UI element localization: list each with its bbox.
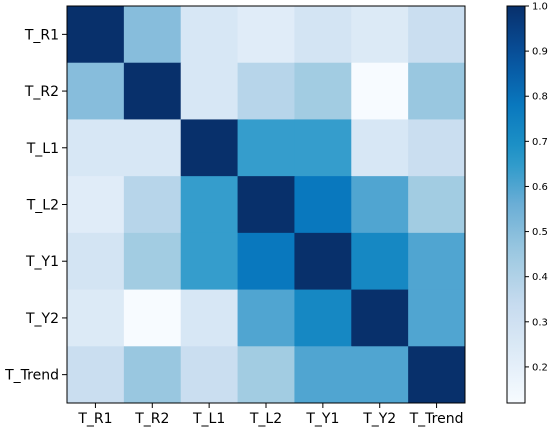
heatmap-cell bbox=[180, 62, 239, 120]
heatmap-cell bbox=[351, 176, 409, 234]
y-tick-label: T_L2 bbox=[26, 198, 59, 214]
heatmap-cell bbox=[180, 289, 239, 347]
heatmap-cell bbox=[67, 346, 125, 404]
colorbar-tick-label: 0.9 bbox=[532, 47, 548, 58]
heatmap-cell bbox=[180, 346, 239, 404]
colorbar-tick-label: 0.8 bbox=[532, 92, 548, 103]
heatmap-cell bbox=[408, 6, 466, 64]
x-tick-label: T_R2 bbox=[134, 411, 169, 427]
heatmap-cell bbox=[180, 232, 239, 291]
x-tick-label: T_Y2 bbox=[362, 411, 396, 427]
colorbar-tick-label: 0.2 bbox=[532, 362, 548, 373]
colorbar bbox=[506, 5, 526, 404]
heatmap-cell bbox=[408, 62, 466, 120]
y-tick-label: T_R2 bbox=[24, 84, 59, 100]
colorbar-tick-label: 1.0 bbox=[532, 2, 548, 13]
heatmap-cell bbox=[351, 289, 409, 347]
colorbar-tick-label: 0.7 bbox=[532, 137, 548, 148]
heatmap-cell bbox=[408, 119, 466, 177]
x-tick-label: T_R1 bbox=[77, 411, 112, 427]
heatmap-cell bbox=[123, 346, 182, 404]
x-tick-label: T_L2 bbox=[249, 411, 282, 427]
y-tick-label: T_Y2 bbox=[25, 311, 59, 327]
heatmap-cell bbox=[123, 119, 182, 177]
heatmap-cell bbox=[294, 176, 352, 234]
colorbar-tick-label: 0.5 bbox=[532, 227, 548, 238]
y-tick-label: T_L1 bbox=[26, 141, 59, 157]
heatmap-cell bbox=[180, 119, 239, 177]
heatmap-cell bbox=[294, 346, 352, 404]
heatmap-cell bbox=[67, 119, 125, 177]
heatmap-cell bbox=[123, 176, 182, 234]
y-tick-label: T_R1 bbox=[24, 27, 59, 43]
heatmap-cell bbox=[67, 6, 125, 64]
colorbar-tick-label: 0.4 bbox=[532, 272, 548, 283]
heatmap-cell bbox=[123, 289, 182, 347]
heatmap-cell bbox=[67, 62, 125, 120]
heatmap-cell bbox=[67, 289, 125, 347]
heatmap-cell bbox=[67, 232, 125, 291]
heatmap-cell bbox=[123, 6, 182, 64]
heatmap-cell bbox=[237, 62, 295, 120]
heatmap-cell bbox=[408, 289, 466, 347]
y-axis-ticks: T_R1 T_R2 T_L1 T_L2 T_Y1 T_Y2 T_Trend bbox=[4, 27, 67, 384]
heatmap-cell bbox=[180, 6, 239, 64]
heatmap-cell bbox=[180, 176, 239, 234]
heatmap-cell bbox=[294, 119, 352, 177]
heatmap-cell bbox=[237, 6, 295, 64]
heatmap-cell bbox=[123, 232, 182, 291]
heatmap-cell bbox=[294, 289, 352, 347]
heatmap-cell bbox=[351, 6, 409, 64]
heatmap-cell bbox=[408, 232, 466, 291]
heatmap-cell bbox=[408, 176, 466, 234]
y-tick-label: T_Y1 bbox=[25, 254, 59, 270]
x-tick-label: T_L1 bbox=[192, 411, 225, 427]
x-axis-ticks: T_R1 T_R2 T_L1 T_L2 T_Y1 T_Y2 T_Trend bbox=[77, 403, 464, 427]
heatmap-cell bbox=[237, 289, 295, 347]
colorbar-tick-label: 0.3 bbox=[532, 317, 548, 328]
heatmap-cell bbox=[294, 6, 352, 64]
heatmap-cells bbox=[67, 6, 466, 404]
heatmap-cell bbox=[351, 62, 409, 120]
heatmap-cell bbox=[408, 346, 466, 404]
heatmap-cell bbox=[351, 346, 409, 404]
heatmap-cell bbox=[237, 346, 295, 404]
x-tick-label: T_Y1 bbox=[305, 411, 339, 427]
heatmap-cell bbox=[237, 176, 295, 234]
colorbar-tick-label: 0.6 bbox=[532, 182, 548, 193]
heatmap-cell bbox=[237, 232, 295, 291]
heatmap-cell bbox=[351, 119, 409, 177]
heatmap-cell bbox=[237, 119, 295, 177]
heatmap-cell bbox=[294, 232, 352, 291]
heatmap-cell bbox=[294, 62, 352, 120]
colorbar-ticks: 0.2 0.3 0.4 0.5 0.6 0.7 0.8 0.9 1.0 bbox=[525, 2, 548, 373]
x-tick-label: T_Trend bbox=[409, 411, 464, 427]
y-tick-label: T_Trend bbox=[4, 368, 59, 384]
heatmap-cell bbox=[123, 62, 182, 120]
heatmap-cell bbox=[351, 232, 409, 291]
heatmap-cell bbox=[67, 176, 125, 234]
